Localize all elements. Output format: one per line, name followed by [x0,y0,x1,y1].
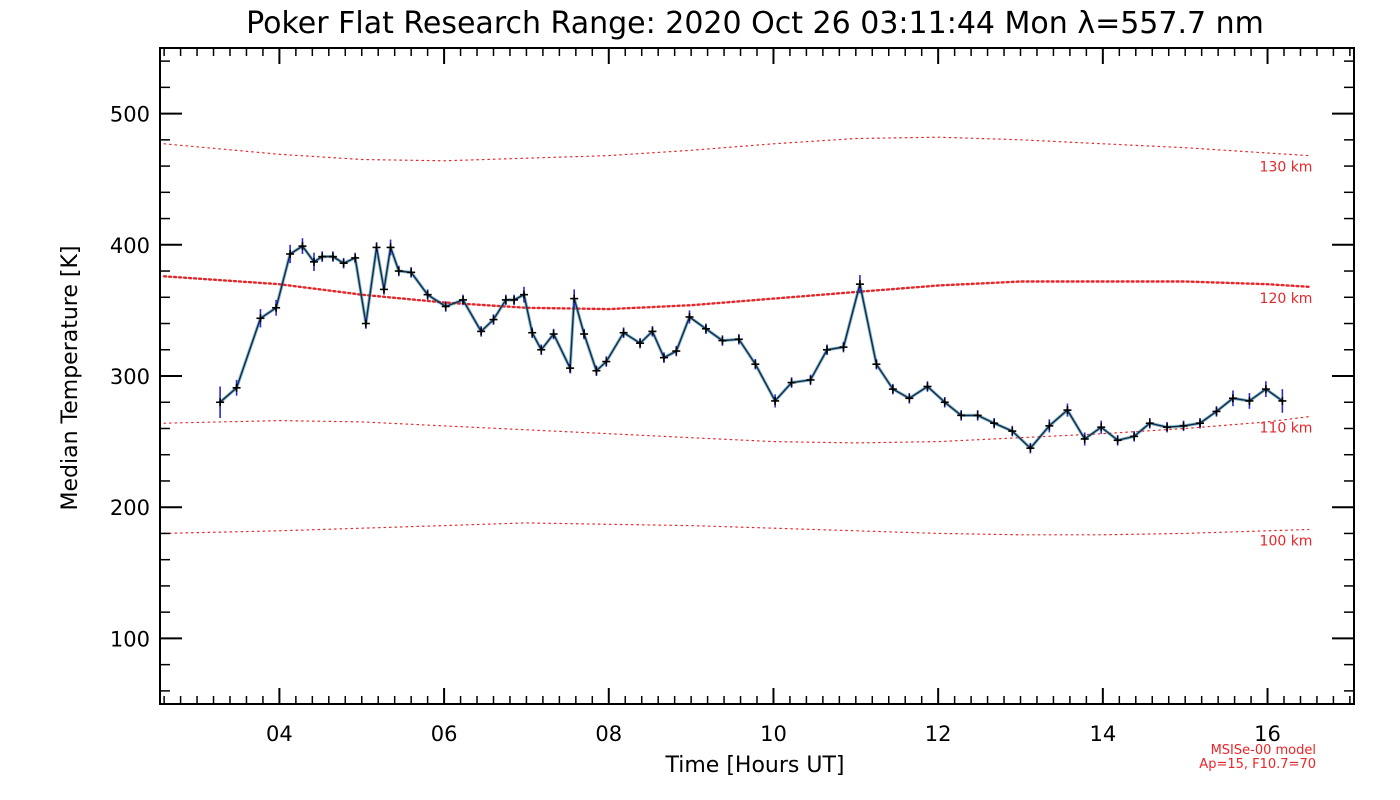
model-curve-label: 120 km [1260,291,1313,307]
y-tick-label: 300 [110,365,150,389]
chart-title: Poker Flat Research Range: 2020 Oct 26 0… [246,6,1264,41]
model-curve-130-km [163,136,1310,162]
x-tick-label: 16 [1254,722,1281,746]
model-annotation-line: MSISe-00 model [1211,743,1316,758]
model-annotation-line: Ap=15, F10.7=70 [1199,757,1316,772]
data-line-glow [219,243,1284,451]
x-tick-label: 08 [595,722,622,746]
x-tick-label: 04 [266,722,293,746]
model-curves: 130 km 120 km 110 km 100 km [162,136,1313,550]
plot-frame [159,47,1355,705]
y-tick-label: 200 [110,496,150,520]
model-curve-label: 110 km [1260,421,1313,437]
y-tick-label: 400 [110,234,150,258]
model-curve-label: 130 km [1260,160,1313,176]
data-line [219,245,1283,450]
plot-axes: 04 06 08 10 12 14 16 100 200 300 400 500 [110,47,1355,746]
x-axis-label: Time [Hours UT] [665,753,845,778]
measurement-series [216,238,1287,454]
y-axis-label: Median Temperature [K] [58,246,83,511]
x-tick-label: 10 [760,722,787,746]
x-tick-label: 12 [925,722,952,746]
model-curve-label: 100 km [1260,534,1313,550]
x-tick-label: 14 [1089,722,1116,746]
model-curve-110-km [163,416,1310,444]
model-curve-120-km [162,275,1310,311]
y-tick-label: 100 [110,627,150,651]
y-tick-label: 500 [110,103,150,127]
model-curve-100-km [163,522,1310,536]
x-tick-label: 06 [431,722,458,746]
